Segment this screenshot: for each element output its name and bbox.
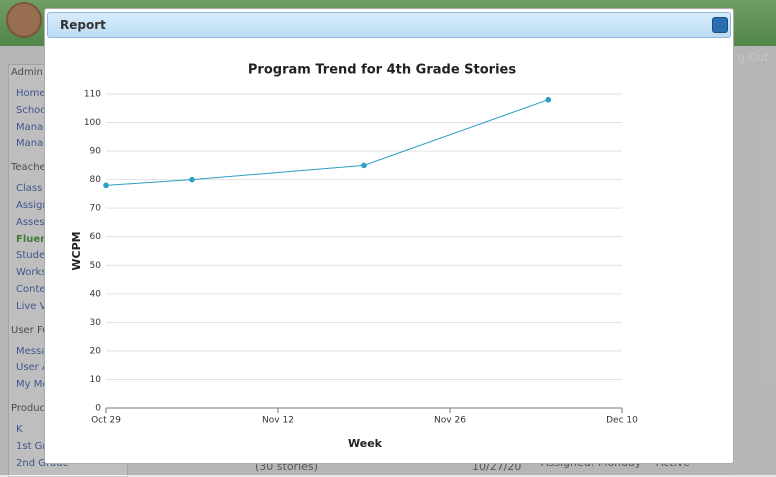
y-tick-label: 100 xyxy=(84,118,101,128)
y-tick-label: 40 xyxy=(90,289,102,299)
x-tick-label: Oct 29 xyxy=(91,416,121,426)
data-point xyxy=(361,162,367,169)
x-tick-label: Dec 10 xyxy=(606,416,638,426)
y-tick-label: 0 xyxy=(95,404,101,414)
sidebar-link[interactable]: Class xyxy=(16,183,43,195)
sidebar-link[interactable]: Home xyxy=(16,88,46,99)
sidebar-link[interactable]: Schoo xyxy=(16,104,47,116)
logout-link[interactable]: g Out xyxy=(738,51,769,64)
y-tick-label: 60 xyxy=(90,232,102,242)
sidebar-heading: Produc xyxy=(11,403,46,414)
data-point xyxy=(189,176,195,183)
modal-title: Report xyxy=(60,18,106,32)
sidebar-link[interactable]: My Me xyxy=(16,379,49,391)
sidebar-link[interactable]: K xyxy=(16,424,23,435)
y-tick-label: 80 xyxy=(90,175,102,185)
data-point xyxy=(545,96,552,103)
sidebar-link[interactable]: Manag xyxy=(16,121,50,133)
sidebar-heading: Teache xyxy=(11,162,46,174)
y-tick-label: 30 xyxy=(90,318,102,328)
chart-title: Program Trend for 4th Grade Stories xyxy=(248,63,516,78)
sidebar-link[interactable]: 1st Gr xyxy=(16,440,47,452)
data-point xyxy=(103,182,109,189)
chart: Program Trend for 4th Grade Stories Week… xyxy=(70,63,638,451)
sidebar-link[interactable]: Assign xyxy=(16,200,49,211)
logo xyxy=(6,2,42,38)
sidebar-link[interactable]: Conte xyxy=(16,284,46,295)
sidebar-link[interactable]: Stude xyxy=(16,250,46,262)
sidebar-heading: Admin xyxy=(11,67,43,78)
content-strip xyxy=(732,90,776,475)
sidebar-heading: User Fu xyxy=(11,324,49,336)
y-axis-label: WCPM xyxy=(70,231,83,270)
x-axis-label: Week xyxy=(348,437,383,450)
sidebar-link[interactable]: 2nd Grade xyxy=(16,457,69,469)
report-modal: Report Program Trend for 4th Grade Stori… xyxy=(44,8,734,464)
x-tick-label: Nov 26 xyxy=(434,416,466,426)
sidebar-link[interactable]: Messa xyxy=(16,345,48,357)
y-tick-label: 110 xyxy=(84,90,101,100)
sidebar-link[interactable]: Manag xyxy=(16,138,50,150)
trend-line xyxy=(105,99,549,186)
close-button[interactable] xyxy=(712,17,728,33)
sidebar-link[interactable]: Live V xyxy=(16,300,47,312)
y-tick-label: 20 xyxy=(90,346,102,356)
y-tick-label: 10 xyxy=(90,375,102,385)
sidebar-link[interactable]: Fluen xyxy=(16,233,48,245)
y-tick-label: 50 xyxy=(90,261,102,271)
x-tick-label: Nov 12 xyxy=(262,416,294,426)
modal-header: Report xyxy=(47,12,731,38)
y-tick-label: 90 xyxy=(90,147,102,157)
sidebar-link[interactable]: User A xyxy=(16,362,49,374)
sidebar-link[interactable]: Works xyxy=(16,267,47,279)
sidebar-link[interactable]: Asses xyxy=(16,216,45,228)
y-tick-label: 70 xyxy=(90,204,102,214)
